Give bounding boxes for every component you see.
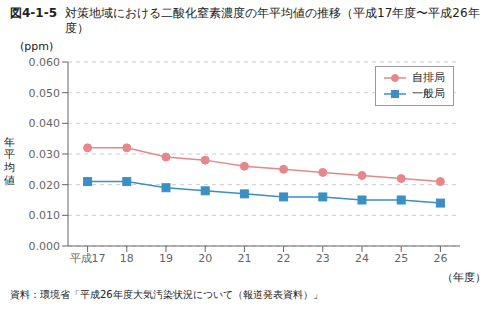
- svg-text:23: 23: [316, 252, 330, 265]
- html-text:自排局: 自排局: [412, 71, 445, 84]
- html-text:(ppm): (ppm): [20, 40, 54, 53]
- svg-text:0.050: 0.050: [29, 87, 61, 100]
- html-text:一般局: 一般局: [412, 87, 445, 100]
- html-text:（年度）: （年度）: [442, 271, 486, 284]
- svg-text:0.020: 0.020: [29, 179, 61, 192]
- svg-text:平成17: 平成17: [70, 252, 106, 265]
- svg-text:25: 25: [394, 252, 408, 265]
- svg-text:26: 26: [433, 252, 447, 265]
- svg-text:21: 21: [237, 252, 251, 265]
- html-text:資料：環境省「平成26年度大気汚染状況について（報道発表資料: 資料：環境省「平成26年度大気汚染状況について（報道発表資料）」: [10, 289, 323, 300]
- html-text:年 平 均 値: 年 平 均 値: [3, 135, 15, 187]
- svg-text:18: 18: [120, 252, 134, 265]
- svg-text:22: 22: [277, 252, 291, 265]
- html-text:対策地域における二酸化窒素濃度の年平均値の推移（平成17年度: 対策地域における二酸化窒素濃度の年平均値の推移（平成17年度〜平成26年度）: [65, 6, 480, 35]
- svg-text:0.040: 0.040: [29, 117, 61, 130]
- svg-text:0.000: 0.000: [29, 240, 61, 253]
- svg-text:20: 20: [198, 252, 212, 265]
- svg-text:0.030: 0.030: [29, 148, 61, 161]
- svg-text:24: 24: [355, 252, 369, 265]
- svg-text:0.060: 0.060: [29, 56, 61, 69]
- svg-text:19: 19: [159, 252, 173, 265]
- svg-text:0.010: 0.010: [29, 209, 61, 222]
- html-text:図4-1-5: 図4-1-5: [10, 6, 57, 20]
